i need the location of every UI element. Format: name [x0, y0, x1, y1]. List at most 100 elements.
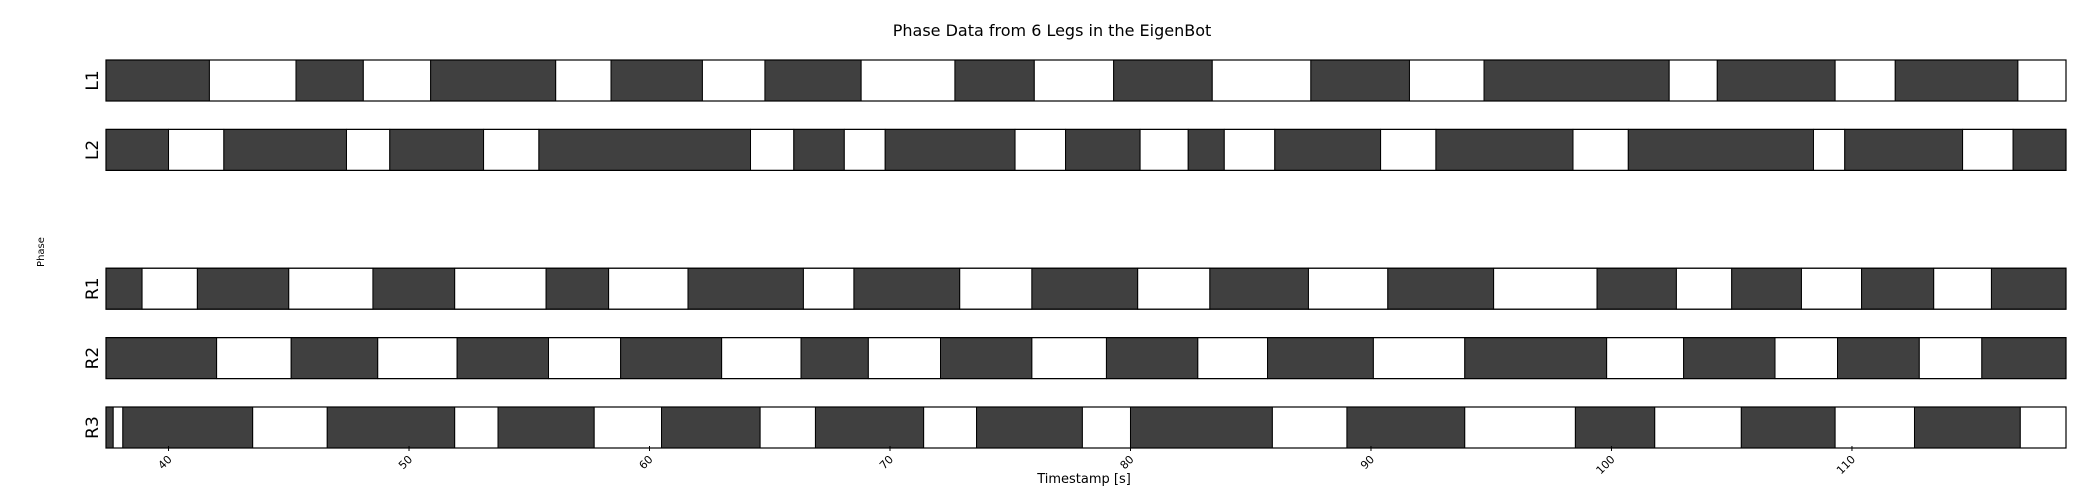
- row-frame: [105, 267, 2067, 310]
- swing-segment: [548, 337, 622, 380]
- swing-segment: [1307, 267, 1389, 310]
- swing-segment: [1033, 59, 1115, 102]
- swing-segment: [1139, 128, 1189, 171]
- stance-segment: [814, 406, 925, 449]
- stance-segment: [1574, 406, 1656, 449]
- leg-row: R1: [83, 267, 2067, 310]
- y-axis-label: Phase: [36, 237, 47, 267]
- swing-segment: [454, 406, 499, 449]
- x-tick-label: 70: [877, 453, 896, 472]
- swing-segment: [867, 337, 942, 380]
- swing-segment: [750, 128, 795, 171]
- swing-segment: [1271, 406, 1348, 449]
- x-axis-ticks: 40 50 60 70 80 90 100 110: [156, 446, 1858, 477]
- stance-segment: [1844, 128, 1964, 171]
- stance-segment: [620, 337, 723, 380]
- stance-segment: [1596, 267, 1677, 310]
- swing-segment: [252, 406, 328, 449]
- leg-label: L1: [83, 70, 103, 90]
- stance-segment: [1187, 128, 1225, 171]
- swing-segment: [593, 406, 663, 449]
- swing-segment: [345, 128, 391, 171]
- swing-segment: [1572, 128, 1629, 171]
- stance-segment: [1387, 267, 1495, 310]
- swing-segment: [1408, 59, 1485, 102]
- stance-segment: [545, 267, 610, 310]
- leg-label: R3: [83, 416, 103, 439]
- swing-segment: [608, 267, 689, 310]
- x-tick-label: 100: [1594, 453, 1618, 477]
- swing-segment: [2017, 59, 2067, 102]
- stance-segment: [196, 267, 290, 310]
- swing-segment: [1137, 267, 1211, 310]
- swing-segment: [168, 128, 225, 171]
- swing-segment: [1606, 337, 1685, 380]
- leg-row: R2: [83, 337, 2067, 380]
- stance-segment: [1209, 267, 1309, 310]
- swing-segment: [1834, 59, 1896, 102]
- stance-segment: [1740, 406, 1836, 449]
- chart-title: Phase Data from 6 Legs in the EigenBot: [893, 21, 1212, 40]
- swing-segment: [1774, 337, 1839, 380]
- swing-segment: [802, 267, 855, 310]
- swing-segment: [216, 337, 292, 380]
- swing-segment: [1812, 128, 1846, 171]
- leg-row: L1: [83, 59, 2067, 102]
- stance-segment: [105, 59, 210, 102]
- stance-segment: [884, 128, 1016, 171]
- swing-segment: [1014, 128, 1067, 171]
- stance-segment: [1731, 267, 1802, 310]
- stance-segment: [538, 128, 752, 171]
- swing-segment: [759, 406, 816, 449]
- swing-segment: [1834, 406, 1915, 449]
- stance-segment: [661, 406, 761, 449]
- stance-segment: [105, 128, 170, 171]
- swing-segment: [1918, 337, 1983, 380]
- swing-segment: [2019, 406, 2067, 449]
- row-frame: [105, 337, 2067, 380]
- leg-row: R3: [83, 406, 2067, 449]
- stance-segment: [1716, 59, 1836, 102]
- stance-segment: [122, 406, 254, 449]
- stance-segment: [610, 59, 703, 102]
- swing-segment: [362, 59, 432, 102]
- row-frame: [105, 128, 2067, 171]
- stance-segment: [456, 337, 550, 380]
- stance-segment: [1483, 59, 1670, 102]
- swing-segment: [454, 267, 547, 310]
- stance-segment: [105, 267, 143, 310]
- swing-segment: [1211, 59, 1312, 102]
- swing-segment: [112, 406, 124, 449]
- swing-segment: [288, 267, 374, 310]
- swing-segment: [208, 59, 297, 102]
- stance-segment: [223, 128, 347, 171]
- swing-segment: [843, 128, 886, 171]
- leg-row: L2: [83, 128, 2067, 171]
- stance-segment: [1310, 59, 1410, 102]
- stance-segment: [764, 59, 862, 102]
- swing-segment: [483, 128, 540, 171]
- stance-segment: [295, 59, 364, 102]
- stance-segment: [1683, 337, 1776, 380]
- stance-segment: [1981, 337, 2067, 380]
- leg-label: L2: [83, 140, 103, 160]
- swing-segment: [1493, 267, 1598, 310]
- x-tick-label: 50: [396, 453, 415, 472]
- swing-segment: [1380, 128, 1437, 171]
- stance-segment: [1267, 337, 1374, 380]
- leg-label: R1: [83, 277, 103, 300]
- stance-segment: [1627, 128, 1814, 171]
- stance-segment: [853, 267, 961, 310]
- row-frame: [105, 406, 2067, 449]
- stance-segment: [1031, 267, 1139, 310]
- stance-segment: [940, 337, 1033, 380]
- stance-segment: [1861, 267, 1935, 310]
- swing-segment: [1668, 59, 1718, 102]
- swing-segment: [1372, 337, 1466, 380]
- stance-segment: [326, 406, 456, 449]
- stance-segment: [372, 267, 456, 310]
- swing-segment: [1675, 267, 1733, 310]
- stance-segment: [1990, 267, 2067, 310]
- stance-segment: [290, 337, 379, 380]
